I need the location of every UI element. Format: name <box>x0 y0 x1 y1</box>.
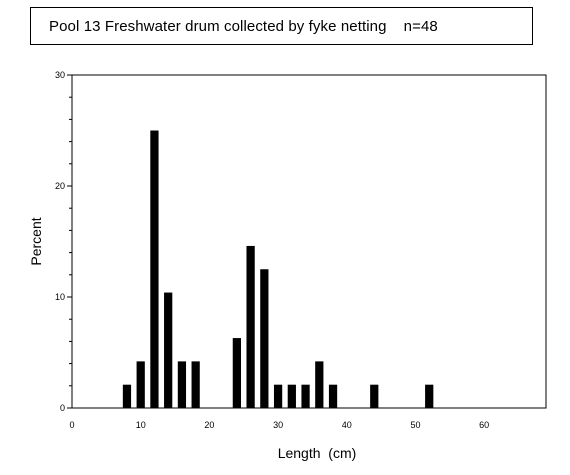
bar <box>328 384 338 408</box>
x-tick-label: 50 <box>410 420 420 430</box>
x-tick-label: 30 <box>273 420 283 430</box>
bars-group <box>122 130 434 408</box>
bar <box>273 384 283 408</box>
bar <box>370 384 379 408</box>
chart-title-box: Pool 13 Freshwater drum collected by fyk… <box>30 7 533 45</box>
bar <box>150 130 159 408</box>
y-tick-label: 10 <box>55 292 65 302</box>
bar <box>260 269 269 408</box>
bar <box>191 361 200 408</box>
y-tick-label: 30 <box>55 70 65 80</box>
y-tick-label: 0 <box>60 403 65 413</box>
x-tick-label: 10 <box>136 420 146 430</box>
y-axis-title: Percent <box>28 217 44 265</box>
x-tick-label: 40 <box>342 420 352 430</box>
x-axis-title: Length (cm) <box>278 445 357 461</box>
bar <box>301 384 310 408</box>
bar <box>246 245 255 408</box>
chart-title: Pool 13 Freshwater drum collected by fyk… <box>49 17 438 35</box>
bar <box>164 292 173 408</box>
bar <box>287 384 296 408</box>
bar <box>315 361 324 408</box>
bar <box>425 384 434 408</box>
bar <box>122 384 132 408</box>
x-tick-label: 20 <box>204 420 214 430</box>
bar <box>232 338 241 408</box>
bar <box>136 361 145 408</box>
bar <box>177 361 187 408</box>
y-axis: 0 10 20 30 <box>55 70 72 413</box>
x-axis: 0 10 20 30 40 50 60 <box>69 420 489 430</box>
y-tick-label: 20 <box>55 181 65 191</box>
x-tick-label: 0 <box>69 420 74 430</box>
plot-area-frame <box>71 74 547 409</box>
x-tick-label: 60 <box>479 420 489 430</box>
